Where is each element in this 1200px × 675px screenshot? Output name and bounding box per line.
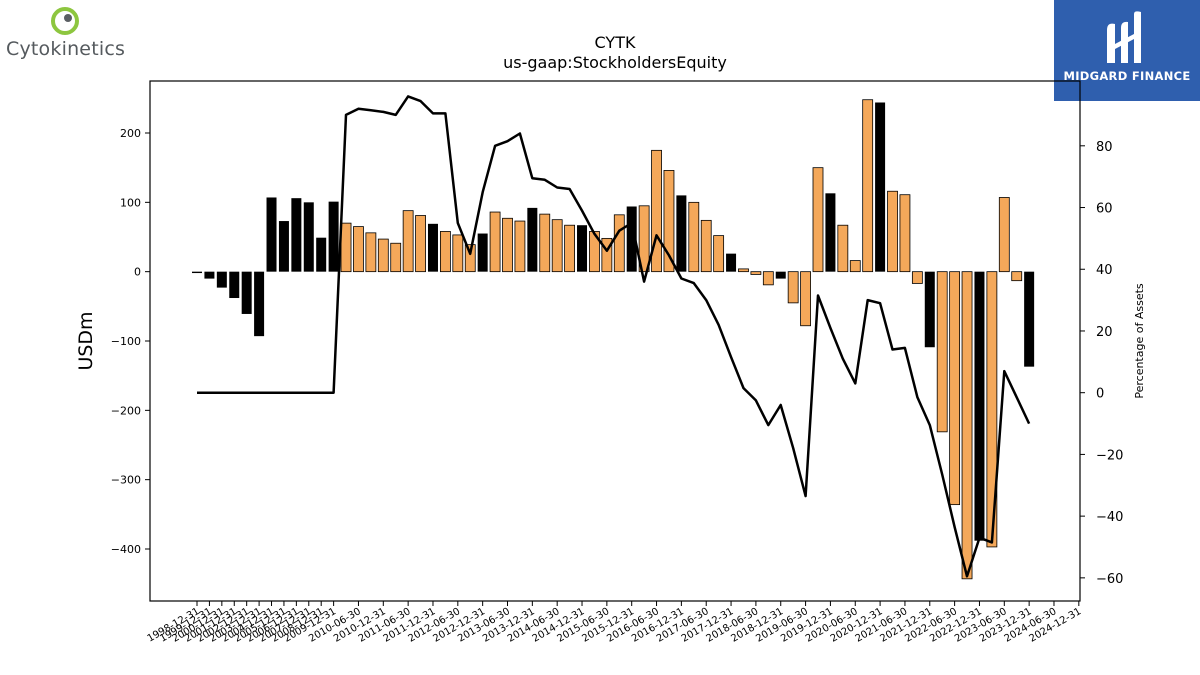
bar	[377, 238, 389, 273]
bar	[489, 211, 501, 273]
bar	[726, 253, 737, 272]
bar	[353, 226, 364, 273]
bar	[415, 215, 426, 273]
bar	[477, 233, 488, 272]
midgard-logo-text: MIDGARD FINANCE	[1063, 69, 1191, 83]
bar	[837, 224, 849, 273]
bar	[390, 242, 402, 273]
bar	[192, 271, 202, 274]
y-tick-label: −300	[111, 474, 141, 487]
y-tick-label: −100	[111, 335, 141, 348]
bar	[911, 271, 923, 284]
midgard-mark-icon	[1107, 11, 1141, 64]
y2-tick-label: −40	[1096, 510, 1123, 525]
bar	[402, 210, 414, 273]
y-tick-label: 200	[120, 127, 141, 140]
bar	[738, 268, 749, 273]
bar	[688, 201, 700, 273]
x-axis: 1998-12-311999-12-312000-12-312001-12-31…	[146, 601, 1083, 645]
bar	[762, 271, 774, 286]
bar	[713, 235, 725, 273]
bar	[998, 197, 1010, 273]
bar	[949, 271, 961, 506]
bar	[241, 271, 252, 314]
bar	[849, 260, 861, 273]
bar	[452, 234, 464, 273]
bar	[539, 213, 551, 273]
y-tick-label: −400	[111, 543, 141, 556]
bar	[812, 167, 824, 273]
bar	[551, 219, 563, 273]
bar	[564, 224, 575, 273]
y2-tick-label: −60	[1096, 572, 1123, 587]
bar	[601, 237, 613, 273]
bar	[502, 217, 513, 273]
y2-tick-label: 60	[1096, 202, 1113, 217]
bar	[266, 197, 277, 272]
bar	[229, 271, 240, 299]
y-tick-label: 0	[134, 266, 141, 279]
bar	[427, 223, 438, 272]
bar	[527, 207, 538, 272]
bar	[787, 271, 799, 304]
bar	[936, 271, 948, 433]
chart-title: CYTK	[595, 33, 636, 52]
bar	[899, 194, 911, 273]
bar	[676, 195, 687, 272]
y-axis-label: USDm	[75, 311, 97, 370]
cytokinetics-mark-icon	[51, 7, 79, 35]
y-tick-label: 100	[120, 196, 141, 209]
bar	[204, 271, 215, 279]
bar	[974, 271, 985, 541]
bar	[365, 232, 377, 273]
bar	[862, 99, 874, 273]
bar	[439, 231, 451, 273]
bar	[254, 271, 265, 337]
y-axis-left: −400 −300 −200 −100 0 100 200	[111, 127, 150, 556]
bar	[464, 244, 476, 273]
y2-tick-label: 0	[1096, 387, 1104, 402]
bar	[278, 221, 289, 272]
bar	[626, 206, 637, 272]
bar	[291, 198, 302, 272]
y-tick-label: −200	[111, 404, 141, 417]
bar	[340, 222, 352, 273]
percent-line	[197, 95, 1031, 578]
bar	[961, 271, 973, 580]
bar	[216, 271, 227, 288]
bar	[651, 149, 662, 273]
cytokinetics-logo-text: Cytokinetics	[6, 38, 126, 60]
bar	[887, 190, 898, 273]
bar	[875, 102, 886, 272]
bar	[775, 271, 786, 279]
y2-tick-label: 40	[1096, 263, 1113, 278]
y2-tick-label: 80	[1096, 140, 1113, 155]
y2-tick-label: −20	[1096, 448, 1123, 463]
bar	[986, 271, 998, 548]
y-axis-right: −60 −40 −20 0 20 40 60 80	[1080, 140, 1123, 587]
bar	[514, 220, 526, 273]
bar	[316, 237, 327, 272]
bar	[825, 193, 836, 272]
y2-tick-label: 20	[1096, 325, 1113, 340]
bar	[328, 201, 339, 272]
bar-series	[192, 99, 1035, 580]
bar	[700, 219, 712, 273]
percent-line-series	[197, 95, 1031, 578]
bar	[613, 214, 625, 273]
bar	[800, 271, 811, 327]
bar	[750, 271, 762, 275]
bar	[663, 170, 675, 273]
bar	[1011, 271, 1023, 282]
bar	[638, 205, 650, 273]
bar	[1024, 271, 1035, 367]
bar	[577, 225, 588, 272]
bar	[924, 271, 935, 348]
cytokinetics-logo: Cytokinetics	[4, 4, 134, 62]
y2-axis-label: Percentage of Assets	[1133, 283, 1146, 399]
chart-subtitle: us-gaap:StockholdersEquity	[503, 53, 727, 72]
midgard-finance-logo: MIDGARD FINANCE	[1054, 0, 1200, 101]
bar	[303, 202, 314, 272]
